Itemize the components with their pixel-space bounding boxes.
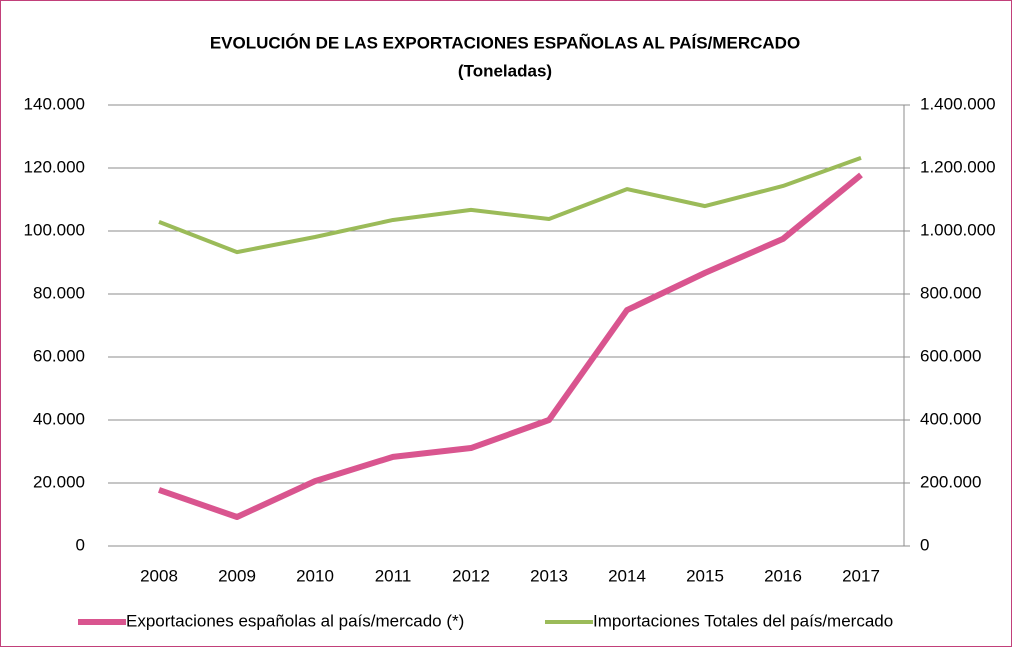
legend-label: Exportaciones españolas al país/mercado …: [126, 611, 464, 630]
y2-tick-label: 1.400.000: [920, 94, 996, 113]
y-tick-label: 120.000: [24, 157, 85, 176]
y2-tick-label: 0: [920, 535, 929, 554]
x-tick-label: 2014: [608, 566, 646, 585]
y-tick-label: 0: [76, 535, 85, 554]
y-tick-label: 20.000: [33, 472, 85, 491]
y2-tick-label: 200.000: [920, 472, 981, 491]
y2-tick-label: 800.000: [920, 283, 981, 302]
x-tick-label: 2017: [842, 566, 880, 585]
y2-tick-label: 600.000: [920, 346, 981, 365]
y2-tick-label: 400.000: [920, 409, 981, 428]
x-tick-label: 2009: [218, 566, 256, 585]
x-tick-label: 2010: [296, 566, 334, 585]
chart-subtitle: (Toneladas): [458, 61, 552, 80]
chart-title: EVOLUCIÓN DE LAS EXPORTACIONES ESPAÑOLAS…: [210, 32, 800, 52]
y2-tick-label: 1.000.000: [920, 220, 996, 239]
x-tick-label: 2013: [530, 566, 568, 585]
x-tick-label: 2011: [375, 566, 412, 585]
x-tick-label: 2015: [686, 566, 724, 585]
y-tick-label: 40.000: [33, 409, 85, 428]
series-line: [158, 172, 863, 521]
series-line: [158, 156, 862, 255]
y-tick-label: 100.000: [24, 220, 85, 239]
x-tick-label: 2016: [764, 566, 802, 585]
x-tick-label: 2008: [140, 566, 178, 585]
y-tick-label: 80.000: [33, 283, 85, 302]
y2-tick-label: 1.200.000: [920, 157, 996, 176]
y-tick-label: 60.000: [33, 346, 85, 365]
y-tick-label: 140.000: [24, 94, 85, 113]
x-tick-label: 2012: [452, 566, 490, 585]
legend-label: Importaciones Totales del país/mercado: [593, 611, 893, 630]
